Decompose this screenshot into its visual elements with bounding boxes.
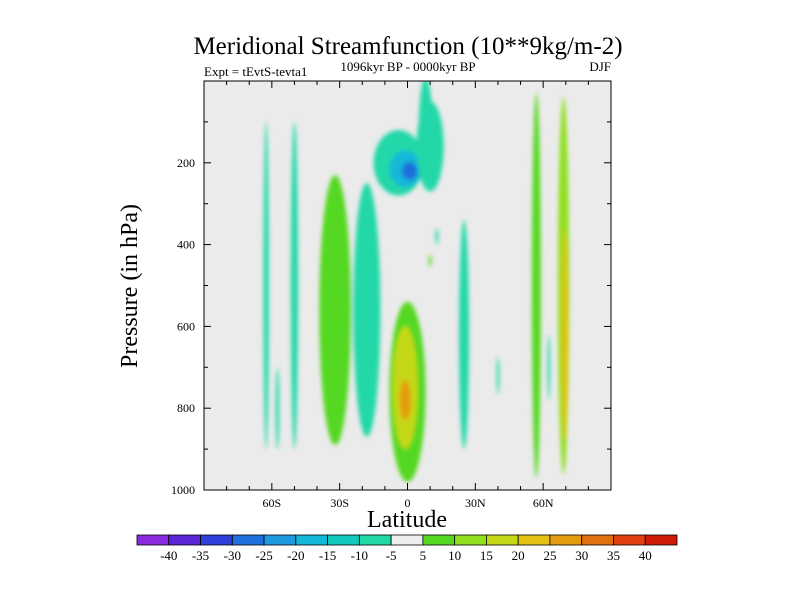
axis-ticks (204, 81, 611, 490)
field-contour-14 (399, 379, 411, 421)
y-tick-label: 200 (177, 156, 195, 170)
colorbar-label: 15 (480, 548, 493, 563)
y-tick-label: 600 (177, 319, 195, 333)
colorbar-label: -15 (319, 548, 336, 563)
x-axis-title: Latitude (367, 507, 447, 533)
colorbar-swatch (136, 534, 170, 546)
field-contour-9 (418, 81, 433, 184)
field-contour-15 (459, 220, 470, 450)
colorbar-label: 30 (575, 548, 588, 563)
colorbar-swatch (613, 534, 646, 546)
colorbar-label: -20 (287, 548, 304, 563)
colorbar-swatch (517, 534, 551, 546)
chart-title: Meridional Streamfunction (10**9kg/m-2) (193, 33, 622, 60)
colorbar-swatch (231, 534, 265, 546)
field-contour-1 (275, 367, 280, 450)
colorbar-label: 40 (639, 548, 652, 563)
y-tick-label: 400 (177, 238, 195, 252)
colorbar-swatch (549, 534, 583, 546)
colorbar-swatch (295, 534, 328, 546)
field-contour-4 (353, 183, 381, 437)
colorbar-labels: -40 -35 -30 -25 -20 -15 -10 -5 5 10 15 20 25 30 35 40 (160, 548, 652, 563)
colorbar-label: -10 (351, 548, 368, 563)
x-tick-label: 60S (262, 496, 281, 510)
streamfunction-field (263, 81, 570, 482)
field-contour-0 (263, 121, 269, 450)
experiment-label: Expt = tEvtS-tevta1 (204, 64, 307, 79)
colorbar-label: -25 (255, 548, 272, 563)
colorbar-label: 10 (448, 548, 461, 563)
colorbar-label: 5 (420, 548, 427, 563)
colorbar (136, 534, 678, 546)
colorbar-swatch (263, 534, 297, 546)
y-tick-labels: 200 400 600 800 1000 (171, 156, 195, 497)
colorbar-swatch (454, 534, 487, 546)
colorbar-label: 35 (607, 548, 620, 563)
colorbar-swatch (200, 534, 233, 546)
field-contour-11 (428, 254, 432, 268)
y-tick-label: 800 (177, 401, 195, 415)
field-contour-7 (401, 161, 418, 180)
colorbar-swatch (358, 534, 392, 546)
colorbar-label: 20 (512, 548, 525, 563)
colorbar-label: -5 (386, 548, 397, 563)
y-axis-title: Pressure (in hPa) (117, 204, 143, 368)
colorbar-label: -40 (160, 548, 177, 563)
colorbar-swatch (390, 534, 424, 546)
colorbar-swatch (644, 534, 678, 546)
x-tick-label: 0 (405, 496, 411, 510)
field-contour-10 (435, 228, 439, 245)
season-label: DJF (589, 59, 611, 74)
field-contour-20 (561, 228, 568, 441)
field-contour-16 (496, 357, 500, 394)
y-tick-label: 1000 (171, 483, 195, 497)
colorbar-swatch (327, 534, 360, 546)
field-contour-3 (319, 175, 351, 446)
colorbar-swatch (581, 534, 614, 546)
colorbar-label: -30 (224, 548, 241, 563)
colorbar-label: -35 (192, 548, 209, 563)
field-contour-18 (547, 334, 551, 401)
period-label: 1096kyr BP - 0000kyr BP (340, 59, 475, 74)
field-contour-17 (531, 93, 541, 478)
field-contour-2 (290, 121, 299, 450)
x-tick-label: 60N (533, 496, 554, 510)
colorbar-swatch (486, 534, 519, 546)
x-tick-label: 30S (330, 496, 349, 510)
x-tick-label: 30N (465, 496, 486, 510)
colorbar-swatch (168, 534, 201, 546)
colorbar-swatch (422, 534, 456, 546)
colorbar-label: 25 (543, 548, 556, 563)
x-tick-labels: 60S 30S 0 30N 60N (262, 496, 553, 510)
